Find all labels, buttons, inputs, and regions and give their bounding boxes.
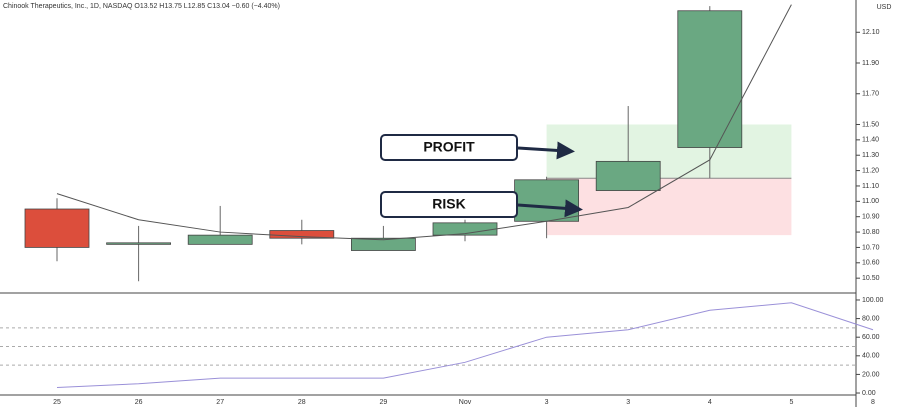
line [56,302,874,388]
y-tick-label: 20.00 [862,371,880,378]
candle-body [106,242,171,245]
annotation-box [380,134,518,161]
y-tick-label: 40.00 [862,353,880,360]
arrow [517,199,583,218]
y-tick-label: 11.20 [862,167,879,174]
y-tick-label: 10.70 [862,244,880,251]
arrow [517,141,575,160]
x-tick-label: 5 [789,399,793,406]
y-tick-label: 12.10 [862,29,880,36]
y-tick-label: 0.00 [862,390,876,397]
y-tick-label: 11.00 [862,198,879,205]
annotation-text: RISK [432,196,465,212]
y-tick-label: 11.30 [862,152,879,159]
x-tick-label: Nov [459,399,472,406]
candle-body [677,10,743,148]
x-tick-label: 25 [53,399,61,406]
risk-zone [546,178,792,236]
x-tick-label: 29 [380,399,388,406]
y-tick-label: 11.90 [862,60,879,67]
y-tick-label: 60.00 [862,334,880,341]
x-tick-label: 27 [216,399,224,406]
y-tick-label: 11.50 [862,121,879,128]
y-tick-label: 10.60 [862,260,880,267]
line [56,4,792,241]
x-tick-label: 28 [298,399,306,406]
y-tick-label: 10.90 [862,214,880,221]
y-tick-label: 100.00 [862,297,884,304]
annotation-text: PROFIT [423,139,475,155]
profit-zone [546,124,792,179]
candle-body [350,237,416,251]
currency-label: USD [877,4,892,11]
y-tick-label: 11.70 [862,91,879,98]
y-tick-label: 11.10 [862,183,879,190]
candle-body [187,234,253,245]
candle-body [595,160,661,191]
x-tick-label: 26 [135,399,143,406]
y-tick-label: 11.40 [862,137,879,144]
y-tick-label: 80.00 [862,315,880,322]
risk-annotation: RISK [380,191,583,218]
x-tick-label: 3 [545,399,549,406]
candle-body [514,179,579,222]
profit-annotation: PROFIT [380,134,575,161]
y-tick-label: 10.50 [862,275,880,282]
annotation-box [380,191,518,218]
x-tick-label: 4 [708,399,712,406]
x-tick-label: 8 [871,399,875,406]
x-tick-label: 3 [626,399,630,406]
y-tick-label: 10.80 [862,229,880,236]
chart-title: Chinook Therapeutics, Inc., 1D, NASDAQ O… [3,3,280,10]
candle-body [24,208,90,248]
